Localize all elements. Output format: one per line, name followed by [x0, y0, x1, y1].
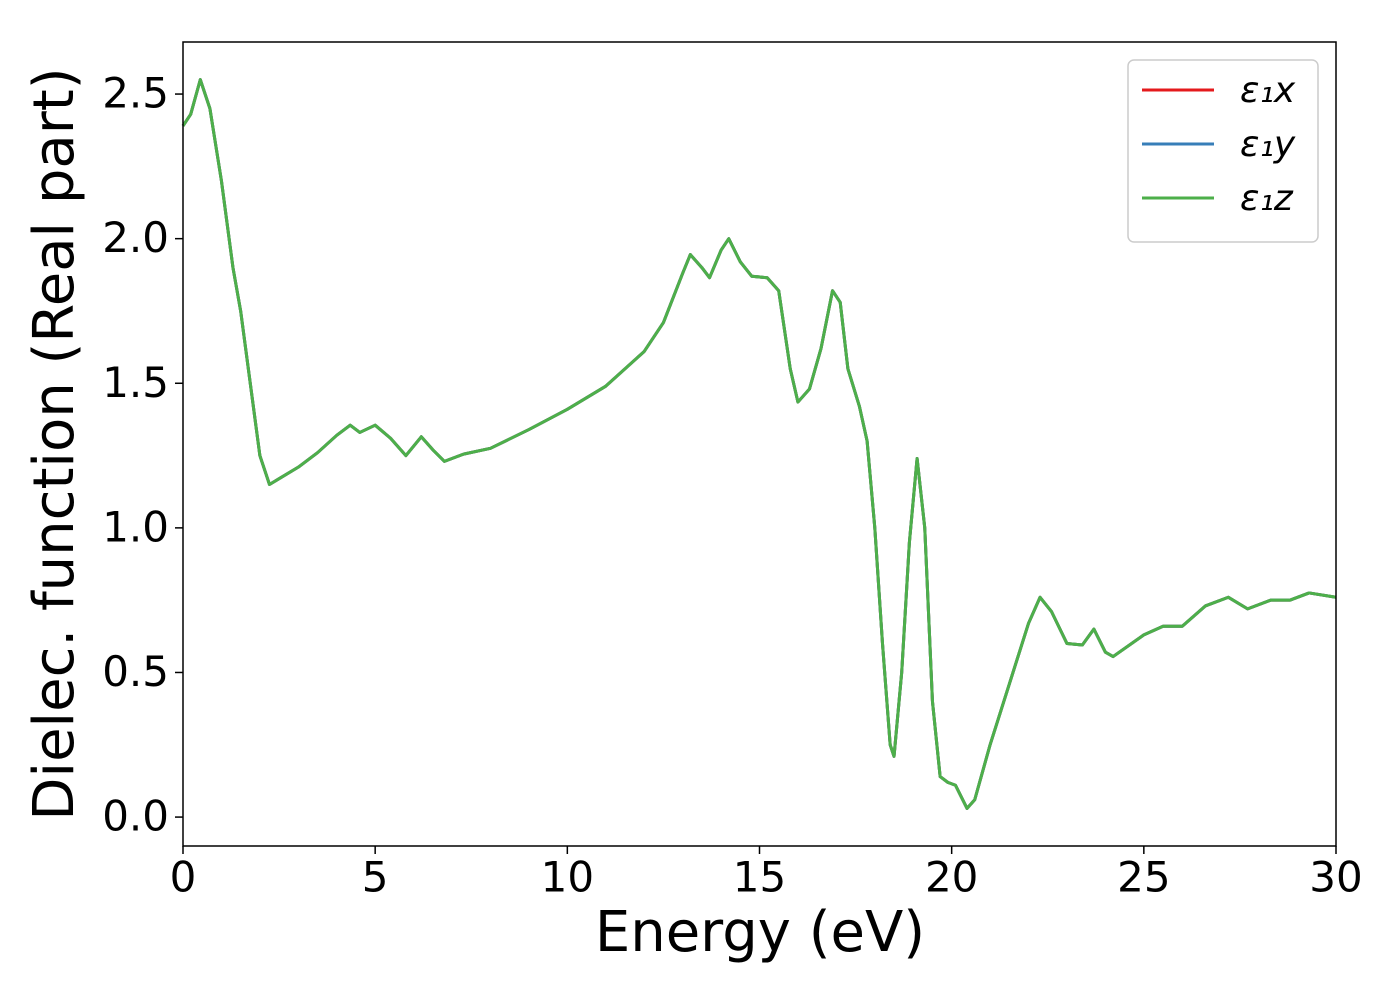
x-tick-label: 15	[733, 853, 786, 902]
x-tick-label: 5	[362, 853, 389, 902]
x-tick-label: 25	[1117, 853, 1170, 902]
x-tick-label: 0	[170, 853, 197, 902]
plot-frame	[182, 41, 1337, 847]
y-tick-label: 2.5	[102, 69, 169, 118]
series-line	[181, 78, 1337, 810]
legend-label: ε₁y	[1240, 124, 1296, 165]
y-axis-label: Dielec. function (Real part)	[22, 67, 87, 820]
x-tick-label: 20	[925, 853, 978, 902]
y-tick-label: 0.5	[102, 647, 169, 696]
y-tick-label: 2.0	[102, 213, 169, 262]
y-tick-label: 1.0	[102, 502, 169, 551]
x-axis-label: Energy (eV)	[595, 900, 925, 965]
legend-label: ε₁x	[1240, 70, 1296, 111]
y-tick-label: 1.5	[102, 358, 169, 407]
x-tick-label: 30	[1309, 853, 1362, 902]
y-tick-label: 0.0	[102, 792, 169, 841]
x-tick-label: 10	[541, 853, 594, 902]
legend-label: ε₁z	[1240, 178, 1294, 219]
